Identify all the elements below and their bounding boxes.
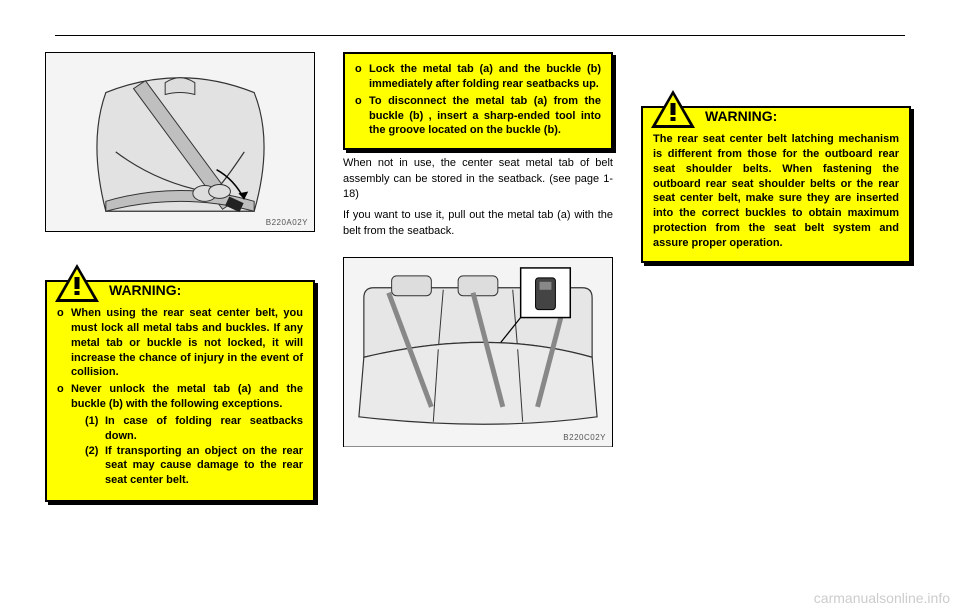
- three-column-layout: B220A02Y WARNING:: [45, 52, 915, 502]
- warning-1-title: WARNING:: [109, 281, 181, 302]
- warning-1-bullet-2: Never unlock the metal tab (a) and the b…: [71, 382, 303, 488]
- sub-text-1: In case of folding rear seatbacks down.: [105, 414, 303, 444]
- illustration-1-label: B220A02Y: [266, 218, 308, 227]
- list-item: o To disconnect the metal tab (a) from t…: [355, 94, 601, 139]
- list-item: (1) In case of folding rear seatbacks do…: [85, 414, 303, 444]
- bullet-marker: o: [355, 94, 369, 109]
- warning-1-bullet-1: When using the rear seat center belt, yo…: [71, 306, 303, 380]
- sub-text-2: If transporting an object on the rear se…: [105, 444, 303, 489]
- warning-3-title: WARNING:: [705, 107, 777, 128]
- list-item: (2) If transporting an object on the rea…: [85, 444, 303, 489]
- warning-3-text: The rear seat center belt latching mecha…: [653, 132, 899, 251]
- bullet-marker: o: [57, 306, 71, 321]
- column-2: o Lock the metal tab (a) and the buckle …: [343, 52, 613, 502]
- warning-box-2: o Lock the metal tab (a) and the buckle …: [343, 52, 613, 150]
- list-item: o Lock the metal tab (a) and the buckle …: [355, 62, 601, 92]
- top-rule: [55, 35, 905, 36]
- rear-seat-svg: [344, 258, 612, 447]
- warning-3-header: WARNING:: [653, 90, 899, 128]
- watermark-text: carmanualsonline.info: [814, 590, 950, 606]
- warning-box-3: WARNING: The rear seat center belt latch…: [641, 106, 911, 263]
- warning-2-bullet-1: Lock the metal tab (a) and the buckle (b…: [369, 62, 601, 92]
- illustration-seatbelt-person: B220A02Y: [45, 52, 315, 232]
- warning-triangle-icon: [651, 90, 695, 128]
- list-item: o When using the rear seat center belt, …: [57, 306, 303, 380]
- warning-2-list: o Lock the metal tab (a) and the buckle …: [355, 62, 601, 138]
- col2-paragraph-1: When not in use, the center seat metal t…: [343, 156, 613, 202]
- warning-1-list: o When using the rear seat center belt, …: [57, 306, 303, 488]
- warning-2-bullet-2: To disconnect the metal tab (a) from the…: [369, 94, 601, 139]
- warning-1-sublist: (1) In case of folding rear seatbacks do…: [85, 414, 303, 488]
- illustration-2-label: B220C02Y: [563, 433, 606, 442]
- warning-1-bullet-2-intro: Never unlock the metal tab (a) and the b…: [71, 383, 303, 410]
- warning-1-header: WARNING:: [57, 264, 303, 302]
- illustration-rear-seat: B220C02Y: [343, 257, 613, 447]
- bullet-marker: o: [57, 382, 71, 397]
- warning-box-1: WARNING: o When using the rear seat cent…: [45, 280, 315, 502]
- bullet-marker: o: [355, 62, 369, 77]
- column-1: B220A02Y WARNING:: [45, 52, 315, 502]
- col2-paragraph-2: If you want to use it, pull out the meta…: [343, 208, 613, 239]
- column-3: WARNING: The rear seat center belt latch…: [641, 52, 911, 502]
- warning-triangle-icon: [55, 264, 99, 302]
- sub-number-1: (1): [85, 414, 105, 429]
- sub-number-2: (2): [85, 444, 105, 459]
- list-item: o Never unlock the metal tab (a) and the…: [57, 382, 303, 488]
- manual-page: B220A02Y WARNING:: [0, 0, 960, 612]
- person-seatbelt-svg: [46, 53, 314, 231]
